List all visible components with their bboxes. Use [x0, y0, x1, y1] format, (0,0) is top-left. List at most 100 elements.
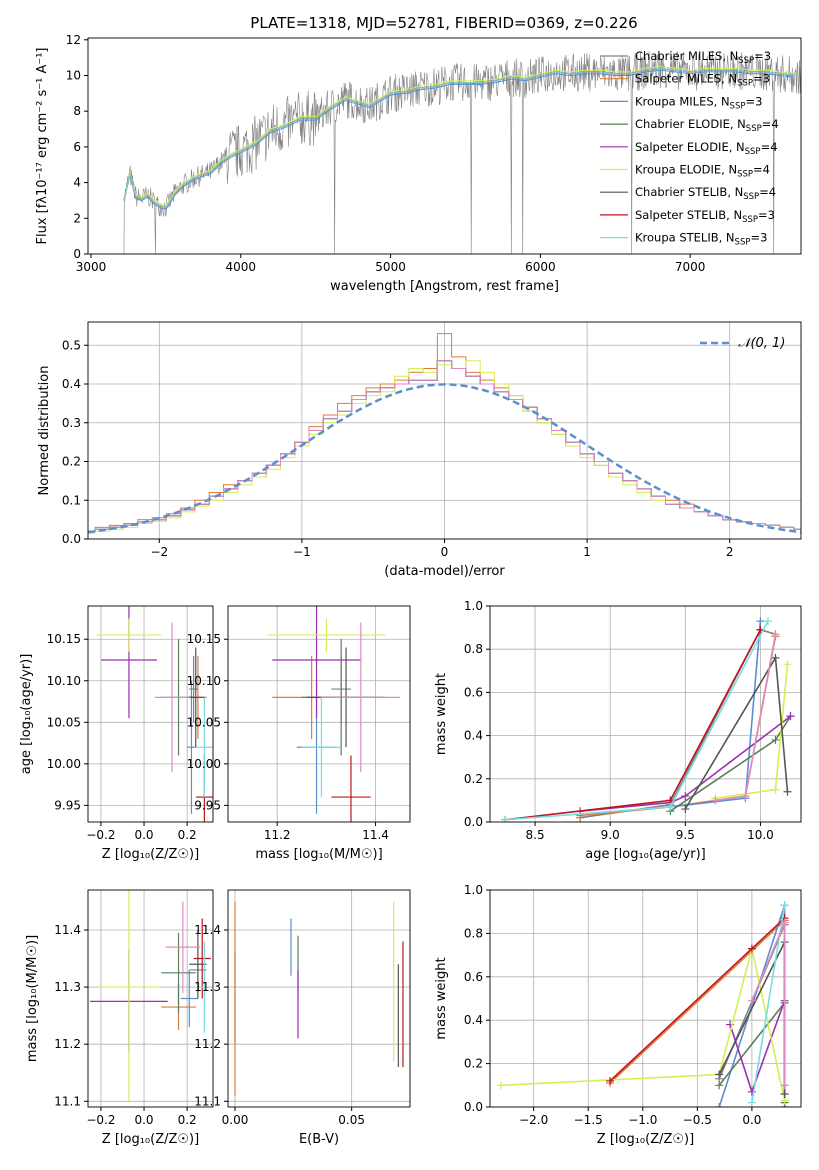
y-axis-label: mass weight — [434, 673, 449, 755]
age-vs-mass-panel: 11.2 11.4 9.95 10.00 10.05 10.10 10.15 mass [lo… — [187, 605, 411, 862]
y-tick-label: 12 — [66, 33, 81, 47]
x-tick-label: 0.05 — [338, 1113, 365, 1127]
x-tick-label: −1.0 — [628, 1113, 657, 1127]
legend-value: =3 — [745, 94, 762, 108]
plot-area — [88, 890, 213, 1107]
mass-weight-marker — [606, 1076, 615, 1085]
mass-weight-vs-metallicity-panel: −2.0 −1.5 −1.0 −0.5 0.0 0.0 0.2 0.4 0.6 0.8 1.0 Z [… — [434, 883, 802, 1147]
x-tick-label: 11.2 — [264, 828, 291, 842]
legend-entry: Kroupa STELIB, NSSP=3 — [635, 231, 767, 248]
x-tick-label: 2 — [726, 545, 734, 559]
legend-entry: Salpeter STELIB, NSSP=3 — [635, 208, 775, 225]
x-tick-label: −2.0 — [519, 1113, 548, 1127]
y-tick-label: 10.15 — [187, 632, 221, 646]
y-tick-label: 0.6 — [464, 970, 483, 984]
mass-weight-marker — [715, 1103, 724, 1107]
x-axis-label: Z [log₁₀(Z/Z☉)] — [597, 1132, 694, 1147]
legend-value: =3 — [754, 49, 771, 63]
y-tick-label: 10 — [66, 68, 81, 82]
legend-entry: Salpeter MILES, NSSP=3 — [635, 72, 770, 89]
x-tick-label: 0.00 — [222, 1113, 249, 1127]
y-tick-label: 11.2 — [194, 1037, 221, 1051]
x-tick-label: −2 — [150, 545, 168, 559]
y-tick-label: 0.2 — [62, 455, 81, 469]
mass-weight-marker — [771, 785, 780, 794]
mass-weight-marker — [711, 796, 720, 805]
mass-weight-marker — [501, 815, 510, 822]
x-tick-label: 0.2 — [178, 1113, 197, 1127]
legend-entry: Chabrier MILES, NSSP=3 — [635, 49, 771, 66]
legend-entry: Chabrier STELIB, NSSP=4 — [635, 185, 776, 202]
legend-subscript: SSP — [746, 124, 762, 134]
x-tick-label: 4000 — [226, 260, 257, 274]
x-tick-label: 0.0 — [134, 1113, 153, 1127]
legend-subscript: SSP — [745, 147, 761, 157]
y-tick-label: 10.15 — [47, 632, 81, 646]
mass-weight-marker — [783, 787, 792, 796]
y-tick-label: 0 — [73, 247, 81, 261]
mass-weight-marker — [741, 792, 750, 801]
mass-weight-marker — [715, 1081, 724, 1090]
mass-weight-marker — [780, 901, 789, 910]
mass-weight-marker — [681, 792, 690, 801]
mass-weight-marker — [763, 617, 772, 626]
y-tick-label: 4 — [73, 176, 81, 190]
mass-weight-marker — [747, 996, 756, 1005]
plot-area — [490, 606, 801, 822]
legend-value: =3 — [750, 231, 767, 245]
legend-value: =4 — [761, 140, 778, 154]
mass-weight-marker — [681, 805, 690, 814]
x-tick-label: 10.0 — [747, 828, 774, 842]
y-tick-label: 6 — [73, 140, 81, 154]
y-tick-label: 10.00 — [187, 757, 221, 771]
mass-vs-metallicity-panel: −0.2 0.0 0.2 11.1 11.2 11.3 11.4 Z [log₁₀(Z/Z☉)… — [25, 889, 214, 1147]
x-axis-label: Z [log₁₀(Z/Z☉)] — [102, 847, 199, 862]
mass-weight-marker — [771, 653, 780, 662]
mass-weight-marker — [666, 802, 675, 811]
x-tick-label: −1.5 — [574, 1113, 603, 1127]
mass-weight-marker — [747, 1098, 756, 1107]
x-tick-label: 9.0 — [601, 828, 620, 842]
x-tick-label: −1 — [293, 545, 311, 559]
model-spectrum-line — [123, 66, 796, 207]
mass-weight-marker — [771, 630, 780, 639]
y-tick-label: 0.5 — [62, 338, 81, 352]
y-tick-label: 10.10 — [187, 674, 221, 688]
x-tick-label: 3000 — [76, 260, 107, 274]
plot-area — [228, 606, 410, 822]
plot-area — [228, 890, 410, 1107]
x-tick-label: 0.2 — [178, 828, 197, 842]
x-axis-label: mass [log₁₀(M/M☉)] — [255, 847, 382, 862]
x-tick-label: 8.5 — [526, 828, 545, 842]
model-spectrum-line — [123, 67, 796, 209]
plot-area — [123, 50, 801, 254]
legend-subscript: SSP — [743, 192, 759, 202]
mass-weight-vs-age-panel: 8.5 9.0 9.5 10.0 0.0 0.2 0.4 0.6 0.8 1.0 age [log₁… — [434, 599, 802, 862]
residual-histogram-panel: −2 −1 0 1 2 0.0 0.1 0.2 0.3 0.4 0.5 (data-model)/er… — [37, 321, 802, 579]
y-axis-label: mass [log₁₀(M/M☉)] — [25, 935, 40, 1062]
y-tick-label: 0.6 — [464, 685, 483, 699]
y-tick-label: 0.1 — [62, 493, 81, 507]
y-axis-label: age [log₁₀(age/yr)] — [19, 654, 34, 775]
plot-area — [88, 322, 801, 539]
y-tick-label: 0.4 — [464, 729, 483, 743]
y-tick-label: 11.4 — [54, 923, 81, 937]
y-tick-label: 10.05 — [187, 715, 221, 729]
x-tick-label: −0.5 — [683, 1113, 712, 1127]
y-tick-label: 9.95 — [194, 798, 221, 812]
legend-subscript: SSP — [737, 79, 753, 89]
y-tick-label: 8 — [73, 104, 81, 118]
mass-weight-marker — [786, 712, 795, 721]
mass-weight-line — [504, 620, 769, 821]
legend-entry: Kroupa MILES, NSSP=3 — [635, 94, 762, 111]
y-tick-label: 11.4 — [194, 923, 221, 937]
x-tick-label: 5000 — [375, 260, 406, 274]
axes-frame — [489, 605, 802, 823]
legend-subscript: SSP — [737, 170, 753, 180]
legend-value: =3 — [758, 208, 775, 222]
mass-weight-line — [609, 919, 786, 1084]
x-tick-label: 6000 — [525, 260, 556, 274]
axes-frame — [87, 37, 802, 255]
x-axis-label: wavelength [Angstrom, rest frame] — [330, 279, 559, 294]
